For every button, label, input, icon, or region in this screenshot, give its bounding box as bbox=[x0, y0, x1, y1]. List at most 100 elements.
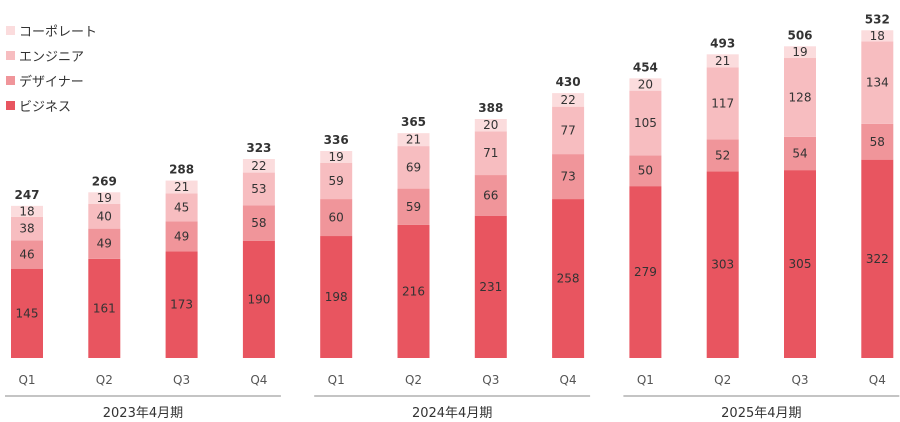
bar-segment-3-4 bbox=[320, 151, 353, 163]
group-label-2: 2025年4月期 bbox=[721, 406, 801, 421]
data-label-0-0: 145 bbox=[16, 306, 39, 320]
bar-segment-3-8 bbox=[629, 78, 662, 91]
bar-segment-0-5 bbox=[397, 224, 430, 358]
data-label-1-7: 73 bbox=[560, 170, 575, 184]
x-tick-label-5: Q2 bbox=[405, 373, 422, 387]
total-label-9: 493 bbox=[710, 36, 735, 50]
data-label-3-11: 18 bbox=[870, 29, 885, 43]
bar-segment-0-7 bbox=[552, 199, 585, 358]
data-label-1-5: 59 bbox=[406, 200, 421, 214]
legend-item-designer: デザイナー bbox=[6, 68, 97, 93]
bar-segment-2-1 bbox=[88, 204, 121, 229]
data-label-1-1: 49 bbox=[97, 237, 112, 251]
data-label-0-1: 161 bbox=[93, 301, 116, 315]
bar-segment-3-0 bbox=[11, 205, 43, 217]
bar-segment-3-1 bbox=[88, 192, 121, 204]
x-tick-label-7: Q4 bbox=[560, 373, 577, 387]
data-label-0-11: 322 bbox=[866, 252, 889, 266]
bar-segment-2-4 bbox=[320, 162, 353, 200]
bar-segment-2-6 bbox=[474, 131, 507, 176]
chart-legend: コーポレート エンジニア デザイナー ビジネス bbox=[6, 18, 97, 118]
bar-segment-2-10 bbox=[784, 58, 816, 137]
bar-segment-2-5 bbox=[397, 146, 430, 189]
bar-segment-3-5 bbox=[397, 133, 430, 147]
bar-segment-2-11 bbox=[861, 41, 894, 124]
total-label-2: 288 bbox=[169, 163, 194, 177]
total-label-6: 388 bbox=[478, 101, 503, 115]
data-label-2-9: 117 bbox=[711, 96, 734, 110]
data-label-2-1: 40 bbox=[97, 209, 112, 223]
x-tick-label-9: Q2 bbox=[714, 373, 731, 387]
legend-item-engineer: エンジニア bbox=[6, 43, 97, 68]
bar-segment-0-4 bbox=[320, 236, 353, 358]
data-label-1-10: 54 bbox=[792, 146, 807, 160]
x-tick-label-3: Q4 bbox=[250, 373, 267, 387]
data-label-0-9: 303 bbox=[711, 258, 734, 272]
bar-segment-2-8 bbox=[629, 90, 662, 156]
bar-segment-0-11 bbox=[861, 159, 894, 358]
x-tick-label-10: Q3 bbox=[791, 373, 808, 387]
bar-segment-0-1 bbox=[88, 258, 121, 358]
data-label-3-2: 21 bbox=[174, 180, 189, 194]
bar-segment-2-2 bbox=[165, 193, 198, 222]
bar-segment-1-3 bbox=[242, 205, 275, 241]
total-label-1: 269 bbox=[92, 174, 117, 188]
data-label-3-3: 22 bbox=[251, 159, 266, 173]
bar-segment-0-3 bbox=[242, 240, 275, 358]
x-tick-label-8: Q1 bbox=[637, 373, 654, 387]
data-label-1-11: 58 bbox=[870, 135, 885, 149]
data-label-2-8: 105 bbox=[634, 116, 657, 130]
data-label-0-5: 216 bbox=[402, 284, 425, 298]
legend-swatch-engineer bbox=[6, 51, 15, 60]
data-label-3-6: 20 bbox=[483, 118, 498, 132]
bar-segment-1-9 bbox=[706, 139, 739, 172]
data-label-2-0: 38 bbox=[19, 222, 34, 236]
x-tick-label-2: Q3 bbox=[173, 373, 190, 387]
bar-segment-0-8 bbox=[629, 186, 662, 358]
bar-segment-1-11 bbox=[861, 123, 894, 160]
data-label-1-3: 58 bbox=[251, 216, 266, 230]
data-label-0-6: 231 bbox=[479, 280, 502, 294]
bar-segment-2-7 bbox=[552, 106, 585, 155]
legend-item-business: ビジネス bbox=[6, 93, 97, 118]
bar-segment-2-3 bbox=[242, 172, 275, 206]
bar-segment-3-3 bbox=[242, 159, 275, 173]
bar-segment-1-4 bbox=[320, 199, 353, 237]
data-label-3-10: 19 bbox=[792, 45, 807, 59]
data-label-3-0: 18 bbox=[19, 204, 34, 218]
data-label-3-4: 19 bbox=[329, 150, 344, 164]
data-label-0-2: 173 bbox=[170, 298, 193, 312]
data-label-0-4: 198 bbox=[325, 290, 348, 304]
total-label-4: 336 bbox=[324, 133, 349, 147]
bar-segment-1-6 bbox=[474, 175, 507, 216]
total-label-0: 247 bbox=[14, 188, 39, 202]
data-label-2-11: 134 bbox=[866, 76, 889, 90]
data-label-0-8: 279 bbox=[634, 265, 657, 279]
total-label-3: 323 bbox=[246, 141, 271, 155]
bar-segment-1-2 bbox=[165, 221, 198, 252]
x-tick-label-4: Q1 bbox=[328, 373, 345, 387]
group-label-0: 2023年4月期 bbox=[103, 406, 183, 421]
data-label-2-10: 128 bbox=[789, 90, 812, 104]
data-label-2-6: 71 bbox=[483, 146, 498, 160]
bar-segment-1-1 bbox=[88, 228, 121, 259]
bar-segment-1-10 bbox=[784, 136, 816, 171]
data-label-1-6: 66 bbox=[483, 188, 498, 202]
data-label-3-1: 19 bbox=[97, 191, 112, 205]
data-label-3-7: 22 bbox=[560, 93, 575, 107]
total-label-11: 532 bbox=[865, 12, 890, 26]
data-label-2-4: 59 bbox=[329, 174, 344, 188]
x-tick-label-1: Q2 bbox=[96, 373, 113, 387]
data-label-3-5: 21 bbox=[406, 133, 421, 147]
total-label-7: 430 bbox=[556, 75, 581, 89]
bar-segment-1-0 bbox=[11, 240, 43, 269]
bar-segment-3-7 bbox=[552, 93, 585, 107]
legend-label-business: ビジネス bbox=[19, 100, 72, 115]
legend-item-corporate: コーポレート bbox=[6, 18, 97, 43]
total-label-8: 454 bbox=[633, 60, 658, 74]
bar-segment-2-9 bbox=[706, 67, 739, 140]
x-tick-label-6: Q3 bbox=[482, 373, 499, 387]
legend-label-corporate: コーポレート bbox=[19, 25, 98, 40]
data-label-1-8: 50 bbox=[638, 164, 653, 178]
